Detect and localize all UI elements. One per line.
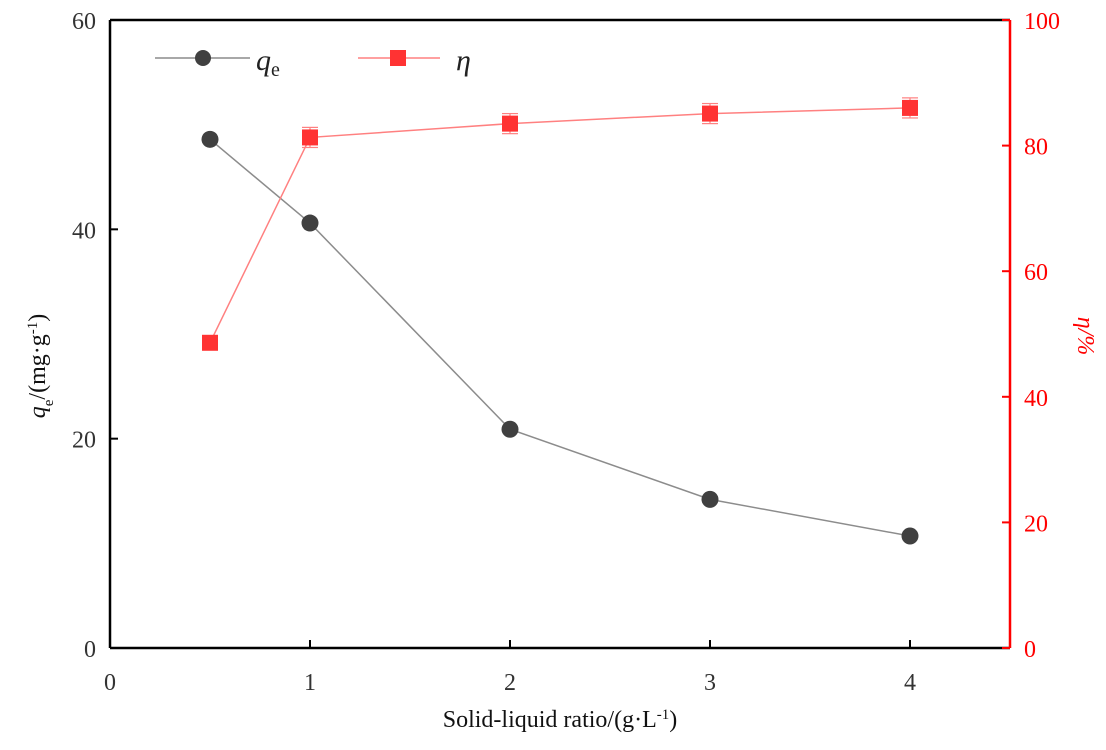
legend-qe-marker <box>195 50 211 66</box>
y-axis-right-title: η/% <box>1072 317 1098 356</box>
series-1-point <box>502 115 518 132</box>
y-right-tick-label: 20 <box>1024 511 1048 537</box>
plot-frame <box>108 18 1012 650</box>
series-0-point <box>301 214 319 232</box>
series-layer <box>201 97 919 545</box>
series-1-point <box>302 129 318 146</box>
series-1-point <box>202 334 218 351</box>
x-tick-label: 1 <box>304 670 316 696</box>
legend-eta-marker <box>390 50 406 66</box>
legend-qe-label: qe <box>256 44 280 81</box>
y-right-tick-label: 100 <box>1024 9 1060 35</box>
x-tick-label: 2 <box>504 670 516 696</box>
series-0-point <box>201 130 219 148</box>
y-left-tick-label: 20 <box>72 428 96 454</box>
series-1-point <box>902 99 918 116</box>
x-tick-label: 4 <box>904 670 916 696</box>
series-0-point <box>501 420 519 438</box>
series-0-line <box>209 138 911 537</box>
y-left-tick-label: 0 <box>84 637 96 663</box>
x-axis-title: Solid-liquid ratio/(g·L-1) <box>443 707 677 733</box>
y-axis-left-title: qe/(mg·g-1) <box>25 314 57 419</box>
y-right-tick-label: 40 <box>1024 386 1048 412</box>
y-right-tick-label: 0 <box>1024 637 1036 663</box>
y-left-tick-label: 60 <box>72 9 96 35</box>
x-tick-label: 0 <box>104 670 116 696</box>
y-right-tick-label: 60 <box>1024 260 1048 286</box>
series-0-point <box>701 490 719 508</box>
legend: qe η <box>155 44 471 81</box>
y-left-tick-label: 40 <box>72 218 96 244</box>
series-1-point <box>702 105 718 122</box>
y-right-tick-label: 80 <box>1024 135 1048 161</box>
legend-eta-label: η <box>456 44 471 77</box>
x-tick-label: 3 <box>704 670 716 696</box>
series-0-point <box>901 527 919 545</box>
